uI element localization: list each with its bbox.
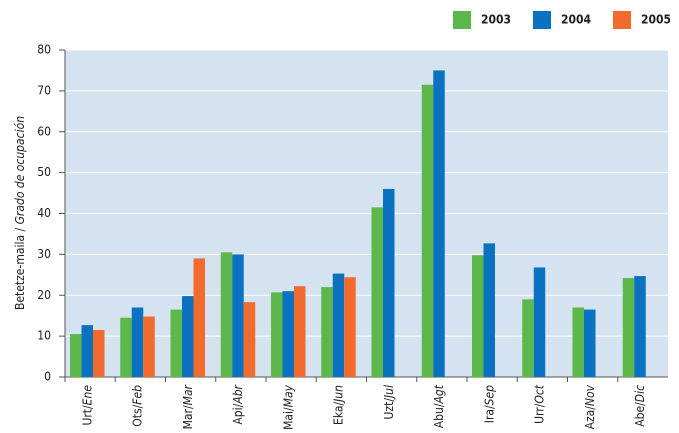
bar bbox=[421, 84, 434, 378]
bar bbox=[170, 309, 182, 377]
x-tick-label: Urt/Ene bbox=[80, 385, 94, 426]
x-tick-label: Ira/Sep bbox=[482, 385, 496, 423]
x-tick-label: Aza/Nov bbox=[583, 384, 597, 429]
legend-label: 2005 bbox=[641, 13, 671, 27]
x-tick-label: Abe/Dic bbox=[633, 385, 647, 427]
legend-swatch bbox=[533, 11, 551, 29]
bar bbox=[243, 302, 256, 377]
bar bbox=[120, 317, 132, 377]
y-tick-label: 40 bbox=[37, 206, 51, 220]
legend-label: 2004 bbox=[561, 13, 592, 27]
x-tick-label: Ots/Feb bbox=[131, 385, 145, 427]
bar bbox=[93, 329, 105, 377]
bar bbox=[634, 276, 646, 377]
legend-swatch bbox=[453, 11, 471, 29]
bar bbox=[81, 325, 93, 377]
legend-label: 2003 bbox=[481, 13, 511, 27]
y-tick-label: 10 bbox=[37, 329, 51, 343]
bar bbox=[182, 296, 194, 377]
bar bbox=[143, 316, 155, 377]
bar bbox=[294, 286, 306, 377]
y-axis-label: Betetze-maila / Grado de ocupación bbox=[13, 116, 27, 310]
y-tick-label: 0 bbox=[44, 370, 51, 384]
x-tick-label: Urr/Oct bbox=[533, 384, 547, 424]
bar bbox=[282, 291, 294, 377]
bar bbox=[332, 273, 345, 377]
bar bbox=[70, 334, 82, 377]
x-tick-label: Api/Abr bbox=[231, 384, 245, 424]
y-tick-label: 50 bbox=[37, 165, 51, 179]
y-tick-label: 80 bbox=[37, 43, 51, 57]
x-tick-label: Abu/Agt bbox=[432, 384, 446, 428]
x-tick-label: Eka/Jun bbox=[332, 385, 346, 425]
bar bbox=[321, 287, 333, 377]
bar bbox=[533, 267, 546, 377]
bar bbox=[522, 299, 534, 377]
legend: 2003 2004 2005 bbox=[453, 11, 671, 29]
bar bbox=[472, 255, 484, 377]
bar bbox=[232, 254, 244, 377]
y-tick-label: 70 bbox=[37, 83, 51, 97]
bar bbox=[344, 277, 356, 377]
y-tick-label: 30 bbox=[37, 247, 51, 261]
bar bbox=[131, 307, 144, 377]
y-tick-label: 60 bbox=[37, 124, 51, 138]
bar bbox=[483, 243, 495, 377]
bar bbox=[193, 258, 205, 377]
bar bbox=[572, 307, 584, 377]
bar bbox=[383, 188, 395, 377]
x-tick-label: Mai/May bbox=[281, 384, 295, 430]
legend-swatch bbox=[613, 11, 631, 29]
x-tick-label: Uzt/Jul bbox=[382, 385, 396, 419]
bar bbox=[220, 252, 233, 377]
x-tick-label: Mar/Mar bbox=[181, 384, 195, 429]
bar bbox=[371, 207, 383, 377]
bar bbox=[622, 278, 635, 377]
bar bbox=[584, 309, 596, 377]
bar bbox=[271, 292, 283, 377]
bar bbox=[433, 70, 445, 377]
y-tick-label: 20 bbox=[37, 288, 51, 302]
